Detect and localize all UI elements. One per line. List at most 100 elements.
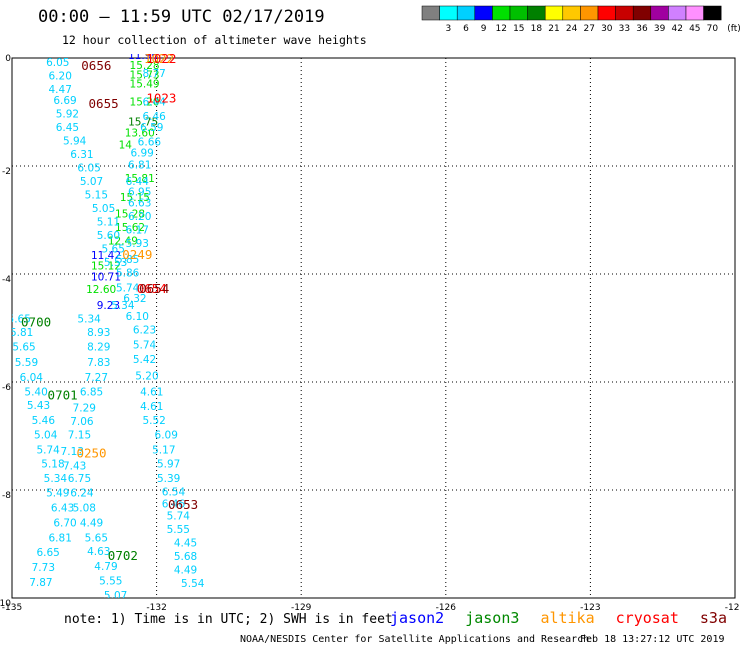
wave-height-point: 15.75 [128,117,158,129]
wave-height-point: 6.20 [128,211,151,223]
wave-height-point: 6.46 [162,498,186,510]
wave-height-point: 15.20 [130,97,160,109]
wave-height-point: 7.29 [73,403,96,415]
wave-height-point: 5.46 [32,415,56,427]
colorbar-label: 70 [707,24,719,34]
wave-height-point: 5.65 [85,532,108,544]
wave-height-point: 5.97 [157,458,180,470]
wave-height-point: 11.96 [128,50,158,62]
wave-height-point: 6.70 [53,518,76,530]
colorbar-label: 30 [601,24,613,34]
wave-height-point: 5.07 [104,590,127,602]
wave-height-point: 7.15 [68,430,91,442]
wave-height-point: 6.65 [36,547,59,559]
wave-height-point: 12.49 [108,235,138,247]
wave-height-point: 6.43 [51,503,74,515]
wave-height-point: 5.74 [133,340,157,352]
wave-height-point: 5.55 [167,524,190,536]
wave-height-point: 6.09 [155,430,178,442]
x-tick-label: -132 [146,603,166,612]
wave-height-point: 6.44 [142,97,166,109]
wave-height-point: 5.74 [167,511,191,523]
wave-height-point: 5.93 [126,238,149,250]
wave-height-point: 7.27 [85,372,108,384]
data-layer: 11.9615.2815.7315.4915.2015.7513.601415.… [8,50,205,602]
wave-height-point: 5.65 [8,314,31,326]
pass-time-label: 0700 [21,315,51,330]
wave-height-point: 5.92 [56,108,79,120]
wave-height-point: 5.34 [77,314,101,326]
wave-height-point: 6.44 [126,176,150,188]
wave-height-point: 8.77 [142,68,165,80]
wave-height-point: 6.10 [126,311,149,323]
wave-height-point: 5.08 [73,503,96,515]
wave-height-point: 15.73 [130,70,160,82]
pass-time-label: 0249 [122,247,152,262]
colorbar-label: 9 [481,24,487,34]
wave-height-point: 13.60 [125,127,155,139]
wave-height-point: 6.45 [56,122,79,134]
pass-time-label: 0655 [89,96,119,111]
wave-height-point: 6.81 [128,160,151,172]
wave-height-point: 15.81 [125,173,155,185]
pass-time-label: 0701 [48,388,78,403]
plot-frame [11,57,736,599]
wave-height-point: 5.43 [27,400,50,412]
wave-height-point: 12.60 [86,284,116,296]
wave-height-point: 5.05 [92,203,115,215]
wave-height-point: 6.85 [80,387,103,399]
pass-time-label: 0656 [81,58,111,73]
wave-height-point: 7.13 [61,446,84,458]
colorbar-label: 39 [654,24,666,34]
x-tick-label: -123 [580,603,600,612]
chart-subtitle: 12 hour collection of altimeter wave hei… [62,33,367,47]
colorbar-label: 12 [495,24,506,34]
wave-height-point: 5.49 [46,487,69,499]
pass-time-label: 1022 [146,51,176,66]
generated-timestamp: Feb 18 13:27:12 UTC 2019 [580,634,725,645]
wave-height-point: 4.61 [140,387,163,399]
wave-height-point: 5.15 [85,189,108,201]
wave-height-point: 15.15 [120,192,150,204]
wave-height-point: 11.42 [91,250,121,262]
legend-s3a: s3a [699,609,727,627]
wave-height-point: 15.62 [115,222,145,234]
wave-height-point: 6.23 [133,324,156,336]
colorbar-label: 42 [671,24,682,34]
credit-line: NOAA/NESDIS Center for Satellite Applica… [240,634,590,645]
pass-time-label: 0702 [108,548,138,563]
wave-height-point: 15.28 [130,60,160,72]
wave-height-point: 5.74 [36,444,60,456]
pass-time-label: 0653 [168,497,198,512]
wave-height-point: 5.65 [12,342,35,354]
wave-height-point: 5.40 [24,387,47,399]
colorbar: 3 6 9 12 15 18 21 24 27 30 33 36 39 42 45 70 (ft) [421,5,740,34]
wave-height-point: 6.05 [46,57,69,69]
wave-height-point: 5.86 [116,268,140,280]
wave-height-point: 6.31 [70,149,93,161]
wave-height-point: 5.74 [116,282,140,294]
legend-jason2: jason2 [390,609,445,627]
wave-height-point: 6.04 [20,372,44,384]
colorbar-label: 24 [566,24,578,34]
wave-height-point: 6.99 [130,147,153,159]
wave-height-point: 7.43 [63,460,86,472]
y-tick-label: -8 [2,491,11,501]
x-tick-label: -120 [725,603,740,612]
wave-height-point: 6.32 [123,293,146,305]
wave-height-point: 5.60 [97,230,120,242]
colorbar-unit: (ft) [727,24,740,34]
y-tick-label: -4 [2,275,11,285]
wave-height-point: 6.95 [128,187,151,199]
satellite-legend: jason2 jason3 altika cryosat s3a [390,609,739,627]
legend-jason3: jason3 [465,609,520,627]
wave-height-point: 5.39 [157,473,180,485]
wave-height-point: 5.07 [80,176,103,188]
wave-height-point: 6.20 [49,71,72,83]
wave-height-point: 5.18 [41,458,64,470]
wave-height-point: 14 [119,140,133,152]
wave-height-point: 5.85 [116,254,139,266]
wave-height-point: 4.63 [87,546,110,558]
wave-height-point: 5.53 [104,257,127,269]
wave-height-point: 7.87 [29,577,52,589]
